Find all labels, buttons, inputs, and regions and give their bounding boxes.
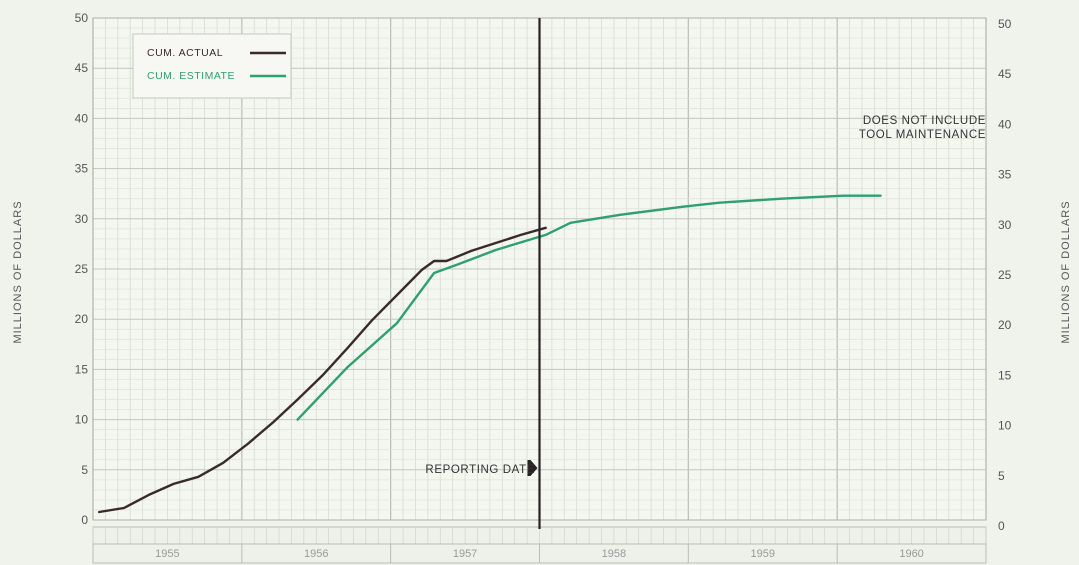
y-tick-label-right: 35: [998, 168, 1012, 182]
year-label: 1958: [602, 548, 626, 560]
y-tick-label-left: 0: [81, 513, 88, 527]
y-axis-right-title: MILLIONS OF DOLLARS: [1060, 200, 1072, 343]
reporting-date-arrow-stem: [527, 460, 531, 476]
reporting-date-arrow: [530, 460, 538, 476]
y-tick-label-right: 25: [998, 268, 1012, 282]
y-tick-label-left: 30: [75, 212, 89, 226]
year-label: 1960: [899, 548, 923, 560]
reporting-date-marker: [527, 18, 541, 529]
y-tick-label-left: 15: [75, 362, 89, 376]
series-line-cum-actual: [97, 226, 547, 514]
year-label: 1956: [304, 548, 328, 560]
note-line-2: TOOL MAINTENANCE: [859, 129, 986, 141]
reporting-date-label: REPORTING DATE: [425, 464, 535, 476]
y-tick-label-right: 40: [998, 117, 1012, 131]
y-tick-label-right: 15: [998, 368, 1012, 382]
y-axis-right: 0 5 10 15 20 25 30 35 40 45 50: [998, 17, 1012, 533]
y-tick-label-left: 45: [75, 61, 89, 75]
year-label: 1959: [751, 548, 775, 560]
y-tick-label-left: 50: [75, 11, 89, 25]
legend-label: CUM. ACTUAL: [147, 47, 223, 59]
legend: CUM. ACTUAL CUM. ESTIMATE: [132, 33, 292, 99]
x-axis: 1955 1956 1957 1958 1959 1960: [92, 526, 987, 564]
y-tick-label-left: 40: [75, 111, 89, 125]
y-tick-label-left: 5: [81, 463, 88, 477]
y-tick-label-right: 10: [998, 419, 1012, 433]
y-axis-left: 0 5 10 15 20 25 30 35 40 45 50: [75, 11, 89, 527]
series-line-cum-estimate: [296, 194, 882, 421]
legend-box: [132, 33, 292, 99]
y-tick-label-right: 20: [998, 318, 1012, 332]
y-tick-label-left: 20: [75, 312, 89, 326]
y-tick-label-right: 45: [998, 67, 1012, 81]
note-line-1: DOES NOT INCLUDE: [863, 115, 986, 127]
y-tick-label-left: 25: [75, 262, 89, 276]
y-tick-label-right: 0: [998, 519, 1005, 533]
year-label: 1957: [453, 548, 477, 560]
y-tick-label-right: 5: [998, 469, 1005, 483]
series: [97, 194, 882, 514]
legend-label: CUM. ESTIMATE: [147, 70, 235, 82]
y-axis-left-title: MILLIONS OF DOLLARS: [12, 200, 24, 343]
y-tick-label-left: 35: [75, 162, 89, 176]
y-tick-label-right: 50: [998, 17, 1012, 31]
y-tick-label-left: 10: [75, 413, 89, 427]
year-label: 1955: [155, 548, 179, 560]
y-tick-label-right: 30: [998, 218, 1012, 232]
